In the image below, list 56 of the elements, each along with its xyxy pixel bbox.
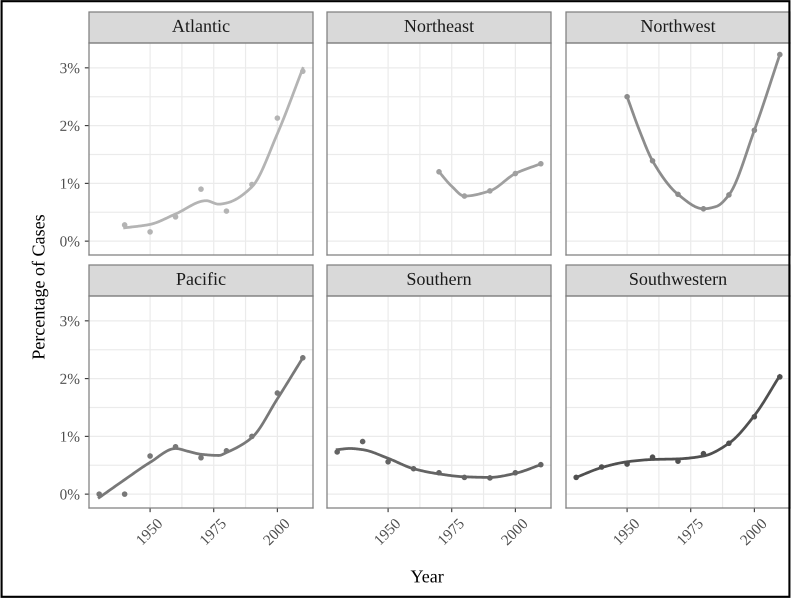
point (224, 448, 230, 454)
point (538, 462, 544, 468)
point (487, 188, 493, 194)
point (224, 208, 230, 214)
y-tick-label: 1% (60, 432, 80, 442)
point (300, 68, 306, 74)
point (385, 459, 391, 465)
point (436, 169, 442, 175)
point (147, 229, 153, 235)
point (249, 434, 255, 440)
y-tick-label: 2% (60, 120, 80, 132)
point (462, 474, 468, 480)
chart-title: Southern (408, 272, 472, 286)
y-tick-label: 3% (60, 316, 80, 326)
chart-title: Northwest (640, 19, 716, 32)
point (777, 52, 783, 58)
point (624, 94, 630, 100)
point (147, 453, 153, 459)
point (96, 491, 102, 497)
point (512, 470, 518, 476)
point (777, 374, 783, 380)
point (752, 414, 758, 420)
point (274, 390, 280, 396)
point (487, 475, 493, 481)
point (122, 222, 128, 228)
point (122, 491, 128, 497)
y-axis-title: Percentage of Cases (32, 215, 48, 360)
point (538, 160, 544, 167)
point (172, 214, 178, 220)
point (512, 170, 518, 176)
point (462, 193, 468, 199)
point (300, 355, 306, 361)
point (598, 464, 604, 470)
point (675, 192, 681, 198)
chart-title: Southwestern (630, 272, 727, 286)
y-tick-label: 0% (60, 489, 80, 500)
y-tick-label: 3% (60, 62, 80, 74)
point (573, 474, 579, 480)
point (198, 186, 204, 192)
point (700, 206, 706, 212)
point (726, 440, 732, 446)
point (274, 115, 280, 121)
chart-title: Atlantic (172, 19, 230, 32)
y-tick-label: 0% (60, 236, 80, 247)
point (752, 127, 758, 134)
y-tick-label: 2% (60, 374, 80, 384)
y-tick-label: 1% (60, 178, 80, 189)
chart-title: Northeast (404, 19, 474, 32)
chart-title: Pacific (176, 272, 226, 286)
x-axis-title: Year (410, 570, 444, 583)
point (726, 192, 732, 198)
point (410, 466, 416, 472)
point (360, 438, 366, 444)
point (436, 470, 442, 476)
point (650, 158, 656, 164)
point (334, 449, 340, 455)
